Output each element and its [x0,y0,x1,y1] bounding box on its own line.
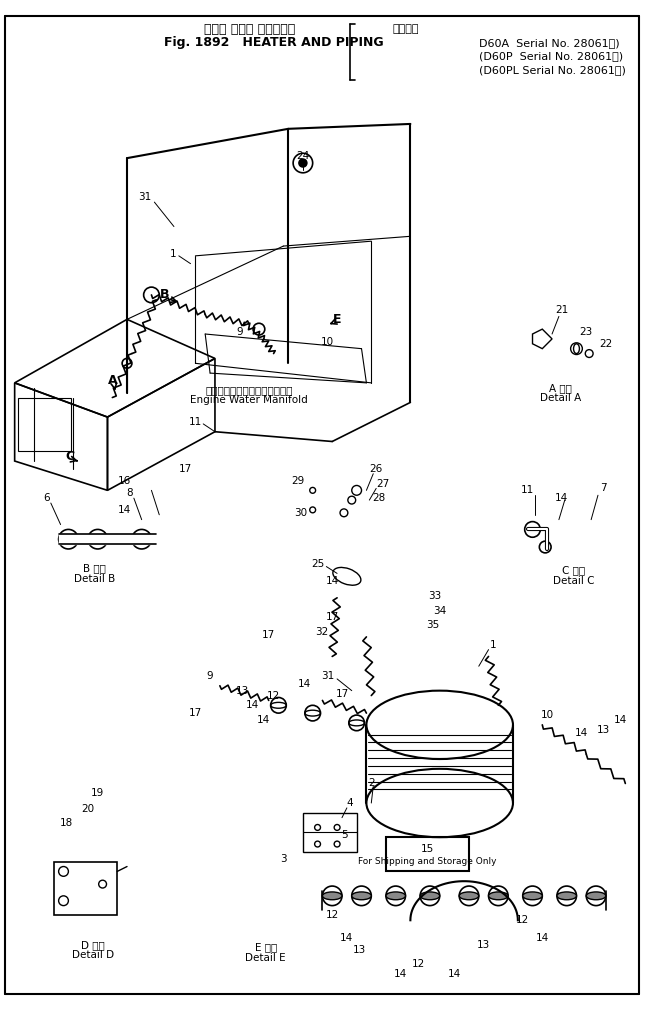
Text: 10: 10 [540,710,554,720]
Text: 10: 10 [321,336,334,346]
Text: 17: 17 [335,689,349,699]
Ellipse shape [523,892,542,900]
Text: A: A [107,375,117,388]
Ellipse shape [557,892,577,900]
Text: B 詳細: B 詳細 [83,564,106,574]
Text: E 詳細: E 詳細 [254,942,277,952]
Text: (D60PL Serial No. 28061～): (D60PL Serial No. 28061～) [479,66,625,75]
Text: For Shipping and Storage Only: For Shipping and Storage Only [358,857,496,867]
Text: 31: 31 [321,671,334,681]
Text: 11: 11 [188,417,202,427]
Text: 17: 17 [188,708,202,718]
Text: 23: 23 [580,327,593,337]
Text: 30: 30 [295,508,308,518]
Bar [303,813,357,851]
Text: 13: 13 [236,686,249,696]
Text: 14: 14 [257,715,270,725]
Bar [18,398,71,451]
Text: 14: 14 [326,577,339,586]
Text: 14: 14 [117,505,130,515]
Text: (D60P  Serial No. 28061～): (D60P Serial No. 28061～) [479,52,623,62]
Text: 20: 20 [81,804,94,814]
Text: 22: 22 [599,338,612,348]
Text: E: E [333,313,341,326]
Text: C: C [66,449,75,463]
Text: 28: 28 [372,493,386,503]
Text: 16: 16 [117,476,130,486]
Text: 12: 12 [326,910,339,920]
Ellipse shape [386,892,405,900]
Text: 6: 6 [43,493,50,503]
Circle shape [299,160,307,167]
Text: 13: 13 [597,725,610,734]
Text: 21: 21 [555,305,569,314]
Text: 17: 17 [262,630,275,640]
Text: 14: 14 [245,700,259,710]
Text: 14: 14 [340,933,353,943]
Text: Engine Water Manifold: Engine Water Manifold [190,396,308,405]
Bar [386,837,469,872]
Ellipse shape [459,892,479,900]
Text: 9: 9 [207,671,214,681]
Ellipse shape [587,892,606,900]
Text: エンジンウォータマニホールド: エンジンウォータマニホールド [206,385,293,395]
Text: 11: 11 [521,486,534,495]
Text: 24: 24 [297,152,310,162]
Text: D60A  Serial No. 28061～): D60A Serial No. 28061～) [479,37,619,47]
Text: 2: 2 [368,779,374,789]
Text: 17: 17 [326,612,339,622]
Text: 14: 14 [614,715,627,725]
Text: 12: 12 [516,915,529,925]
Text: C 詳細: C 詳細 [562,566,585,576]
Text: 26: 26 [370,464,383,474]
Text: 34: 34 [433,606,446,615]
Text: 13: 13 [477,939,490,949]
Text: 5: 5 [341,830,348,840]
Text: 14: 14 [536,933,549,943]
Ellipse shape [420,892,440,900]
Text: 25: 25 [311,559,324,569]
Text: 14: 14 [555,493,569,503]
Text: 9: 9 [236,327,243,337]
Text: 7: 7 [600,484,607,494]
Text: 32: 32 [315,627,328,637]
Text: 18: 18 [60,817,73,827]
Text: 35: 35 [426,620,440,630]
Text: 13: 13 [353,944,366,954]
Text: 14: 14 [299,679,312,689]
Text: Detail A: Detail A [540,394,581,404]
Text: 8: 8 [127,488,133,498]
Text: ヒータ および パイピング: ヒータ および パイピング [204,22,295,35]
Text: Detail B: Detail B [74,575,115,584]
Text: Fig. 1892   HEATER AND PIPING: Fig. 1892 HEATER AND PIPING [164,36,384,49]
Text: 3: 3 [280,853,287,864]
Text: 1: 1 [169,248,176,259]
Text: 31: 31 [138,192,151,202]
Text: Detail D: Detail D [72,950,114,961]
Text: 14: 14 [575,727,588,737]
Text: 1: 1 [490,639,497,649]
Text: 12: 12 [412,960,425,970]
Text: 27: 27 [376,479,389,489]
Text: 33: 33 [428,591,442,601]
Text: Detail C: Detail C [553,577,594,586]
Text: B: B [159,289,169,301]
Text: 17: 17 [179,464,192,474]
Text: A 詳細: A 詳細 [550,383,572,393]
Ellipse shape [322,892,342,900]
Text: D 詳細: D 詳細 [81,939,105,949]
Ellipse shape [352,892,371,900]
Text: 15: 15 [420,844,434,853]
Text: 4: 4 [347,798,353,808]
Ellipse shape [488,892,508,900]
Text: 12: 12 [267,691,280,701]
Text: 適用号機: 適用号機 [392,24,418,34]
Text: 14: 14 [447,969,461,979]
Text: Detail E: Detail E [245,953,286,964]
Text: 29: 29 [291,476,304,486]
Text: 19: 19 [91,788,104,798]
Bar [54,862,117,915]
Text: 14: 14 [394,969,407,979]
